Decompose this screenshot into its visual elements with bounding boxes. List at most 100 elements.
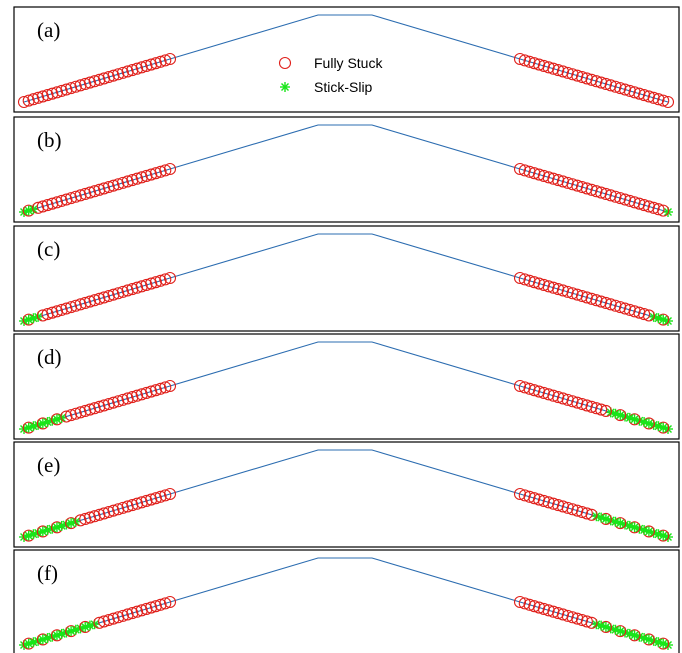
fully-stuck-point [528,57,541,70]
fully-stuck-point [556,175,570,188]
fully-stuck-point [74,514,87,527]
fully-stuck-point [159,164,172,177]
stick-slip-point-stroke [38,419,47,428]
stick-slip-point-stroke [24,639,33,648]
fully-stuck-point [79,404,92,418]
fully-stuck-point [149,600,162,613]
stick-slip-point-stroke [20,208,28,216]
legend-marker-stick-slip [280,82,290,92]
fully-stuck-point [580,182,593,195]
fully-stuck-point [552,283,565,296]
fully-stuck-point [633,87,646,100]
fully-stuck-point [121,175,134,188]
stick-slip-point [51,630,62,641]
fully-stuck-point [163,162,177,176]
fully-stuck-point [523,382,536,395]
stick-slip-point-stroke [24,206,33,215]
fully-stuck-point [599,77,612,91]
fully-stuck-point [628,196,641,209]
fully-stuck-point [163,52,177,66]
fully-stuck-point [149,167,162,180]
fully-stuck-point [571,179,584,192]
fully-stuck-point [50,86,64,99]
fully-stuck-point [528,276,541,289]
stick-slip-point-stroke [20,317,28,325]
fully-stuck-point [604,79,617,92]
fully-stuck-point [145,385,158,398]
stick-slip-point-stroke [611,625,620,634]
fully-stuck-point [528,600,541,613]
fully-stuck-point [154,598,167,611]
fully-stuck-point [140,169,153,182]
fully-stuck-point [65,82,78,95]
stick-slip-point-stroke [43,526,52,535]
fully-stuck-point [518,597,531,610]
fully-stuck-point [638,199,651,212]
fully-stuck-point [140,602,153,615]
fully-stuck-point [88,402,101,415]
fully-stuck-point [46,306,59,319]
fully-stuck-point [537,59,550,72]
stick-slip-point-stroke [611,517,620,526]
fully-stuck-point [537,169,550,182]
fully-stuck-point [50,196,64,209]
fully-stuck-point [523,598,536,611]
fully-stuck-point [542,496,555,509]
fully-stuck-point [50,305,64,318]
stick-slip-point-stroke [644,419,653,428]
panel-label: (a) [37,18,60,42]
stick-slip-point-stroke [630,523,639,532]
fully-stuck-point [88,294,101,307]
fully-stuck-point [595,295,608,308]
stick-slip-point-stroke [71,517,80,526]
stick-slip-point [624,412,635,423]
fully-stuck-point [121,608,134,621]
fully-stuck-point [83,403,96,416]
stick-slip-point [629,414,640,425]
fully-stuck-point [83,295,96,308]
fully-stuck-point [69,407,82,420]
stick-slip-point-stroke [57,629,66,638]
fully-stuck-point [149,492,162,505]
legend: Fully Stuck Stick-Slip [278,55,383,95]
fully-stuck-point [533,277,546,290]
fully-stuck-point [98,72,111,85]
fully-stuck-point [623,194,636,207]
fully-stuck-point [590,294,603,307]
fully-stuck-point [126,499,139,512]
fully-stuck-point [154,165,167,178]
fully-stuck-point [561,66,574,79]
fully-stuck-point [585,292,598,305]
stick-slip-point-stroke [48,524,57,533]
fully-stuck-point [518,164,531,177]
stick-slip-point [23,205,34,216]
stick-slip-point-stroke [659,315,668,324]
fully-stuck-point [163,271,177,285]
panel-2: (b) [13,116,680,223]
fully-stuck-point [571,504,584,517]
panel-6: (f) [13,549,680,653]
fully-stuck-point [83,511,96,524]
fully-stuck-point [60,193,73,206]
fully-stuck-point [528,492,541,505]
fully-stuck-point [121,65,134,78]
stick-slip-point-stroke [57,521,66,530]
fully-stuck-point [112,287,125,300]
structure-outline [23,233,669,322]
fully-stuck-point [74,189,87,202]
stick-slip-point-stroke [654,422,663,431]
fully-stuck-point [36,90,49,103]
stick-slip-point-stroke [630,415,639,424]
stick-slip-point [643,634,654,645]
legend-marker-stick-slip-stroke [281,83,289,91]
stick-slip-point-stroke [52,631,61,640]
stick-slip-point-stroke [20,641,28,649]
fully-stuck-point [590,185,603,198]
fully-stuck-point [576,505,589,519]
stick-slip-point-stroke [34,636,43,645]
fully-stuck-point [576,70,589,84]
fully-stuck-point [547,605,560,618]
fully-stuck-point [130,389,144,402]
fully-stuck-point [93,73,106,86]
